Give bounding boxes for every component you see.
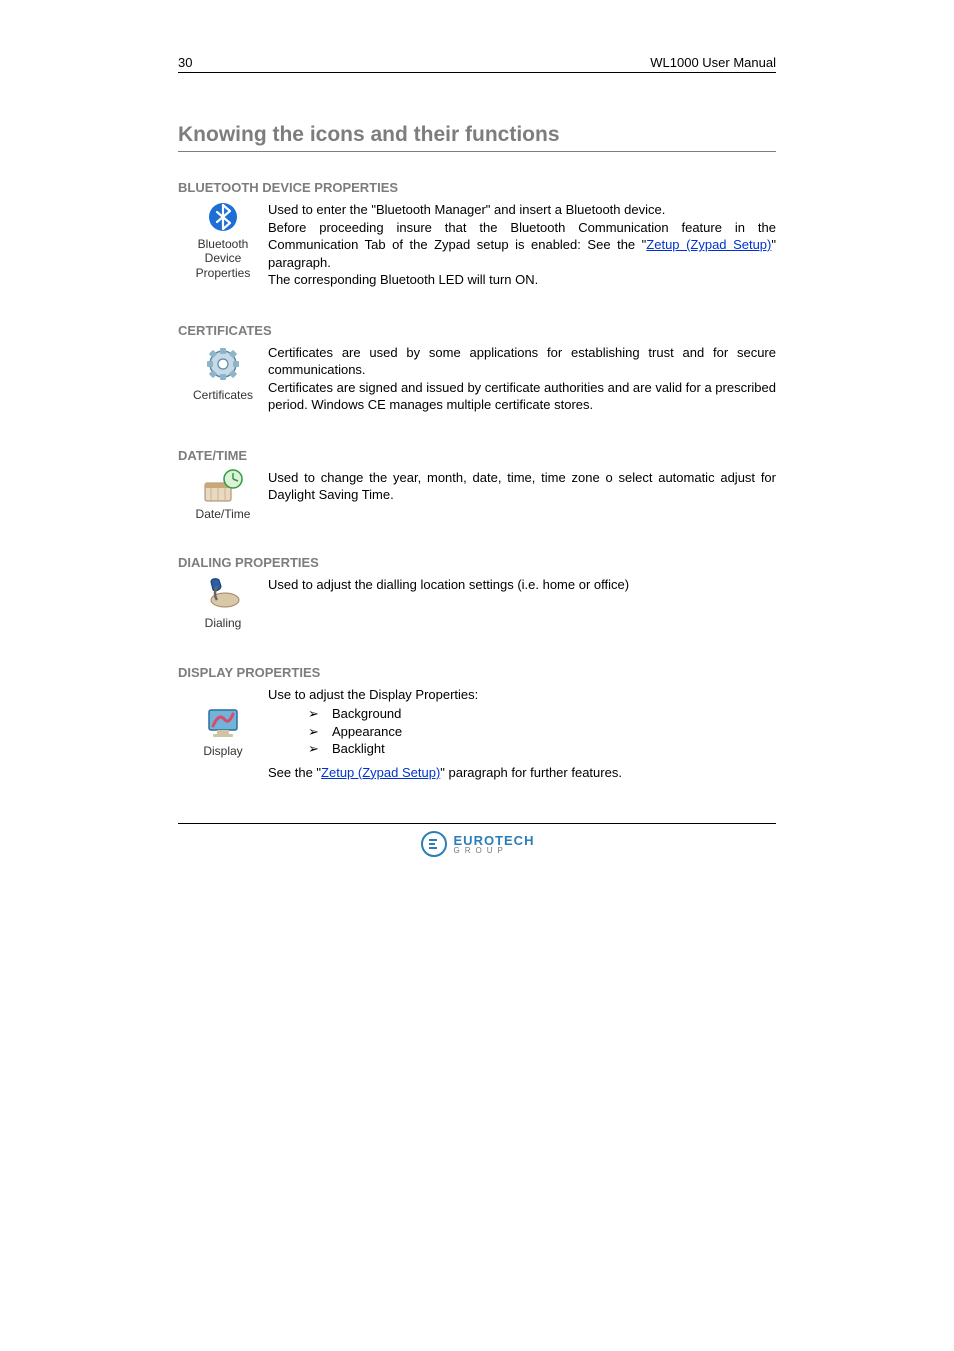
icon-label: Bluetooth [178, 237, 268, 251]
zetup-link[interactable]: Zetup (Zypad Setup) [321, 765, 440, 780]
section-heading: CERTIFICATES [178, 323, 776, 338]
doc-title: WL1000 User Manual [650, 55, 776, 70]
bullet-item: Appearance [332, 723, 402, 741]
section-text: Used to adjust the dialling location set… [268, 576, 776, 594]
page-number: 30 [178, 55, 192, 70]
section-heading: DISPLAY PROPERTIES [178, 665, 776, 680]
paragraph: Used to adjust the dialling location set… [268, 576, 776, 594]
section-text: Certificates are used by some applicatio… [268, 344, 776, 414]
section-datetime: DATE/TIME Date/Time Used to change the y… [178, 448, 776, 521]
paragraph: Before proceeding insure that the Blueto… [268, 219, 776, 272]
dialing-icon [203, 576, 243, 612]
icon-label: Date/Time [178, 507, 268, 521]
certificates-icon-block: Certificates [178, 344, 268, 402]
page: 30 WL1000 User Manual Knowing the icons … [0, 0, 954, 1351]
icon-label: Device [178, 251, 268, 265]
datetime-icon-block: Date/Time [178, 469, 268, 521]
section-text: Use to adjust the Display Properties: ➢B… [268, 686, 776, 782]
bullet-list: ➢Background ➢Appearance ➢Backlight [268, 705, 776, 758]
paragraph: Certificates are signed and issued by ce… [268, 379, 776, 414]
section-display: DISPLAY PROPERTIES Display Use to adjust… [178, 665, 776, 782]
paragraph: Use to adjust the Display Properties: [268, 686, 776, 704]
datetime-icon [201, 469, 245, 503]
bullet-arrow-icon: ➢ [308, 705, 332, 723]
paragraph: Used to enter the "Bluetooth Manager" an… [268, 201, 776, 219]
main-title: Knowing the icons and their functions [178, 123, 776, 152]
certificates-icon [203, 344, 243, 384]
icon-label: Dialing [178, 616, 268, 630]
paragraph: Certificates are used by some applicatio… [268, 344, 776, 379]
icon-label: Certificates [178, 388, 268, 402]
paragraph: The corresponding Bluetooth LED will tur… [268, 271, 776, 289]
section-text: Used to change the year, month, date, ti… [268, 469, 776, 504]
footer-logo: EUROTECH GROUP [420, 830, 535, 858]
section-heading: DIALING PROPERTIES [178, 555, 776, 570]
display-icon [203, 704, 243, 740]
zetup-link[interactable]: Zetup (Zypad Setup) [646, 237, 771, 252]
display-icon-block: Display [178, 686, 268, 758]
paragraph: Used to change the year, month, date, ti… [268, 469, 776, 504]
section-dialing: DIALING PROPERTIES Dialing Used to adjus… [178, 555, 776, 630]
eurotech-logo-icon [420, 830, 448, 858]
section-heading: BLUETOOTH DEVICE PROPERTIES [178, 180, 776, 195]
icon-label: Display [178, 744, 268, 758]
section-heading: DATE/TIME [178, 448, 776, 463]
section-certificates: CERTIFICATES [178, 323, 776, 414]
icon-label: Properties [178, 266, 268, 280]
bluetooth-icon-block: Bluetooth Device Properties [178, 201, 268, 280]
section-text: Used to enter the "Bluetooth Manager" an… [268, 201, 776, 289]
page-header: 30 WL1000 User Manual [178, 55, 776, 73]
dialing-icon-block: Dialing [178, 576, 268, 630]
bullet-arrow-icon: ➢ [308, 723, 332, 741]
paragraph: See the "Zetup (Zypad Setup)" paragraph … [268, 764, 776, 782]
bullet-item: Background [332, 705, 401, 723]
page-footer: EUROTECH GROUP [178, 823, 776, 861]
section-bluetooth: BLUETOOTH DEVICE PROPERTIES Bluetooth De… [178, 180, 776, 289]
bullet-arrow-icon: ➢ [308, 740, 332, 758]
bluetooth-icon [207, 201, 239, 233]
bullet-item: Backlight [332, 740, 385, 758]
